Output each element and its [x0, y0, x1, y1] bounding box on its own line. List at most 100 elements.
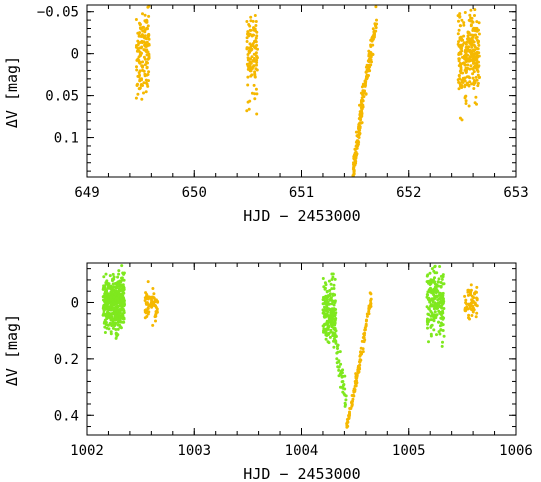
data-point: [429, 314, 433, 318]
data-point: [141, 12, 144, 16]
data-point: [109, 332, 113, 336]
data-point: [110, 324, 114, 328]
data-point: [462, 78, 466, 82]
data-point: [475, 311, 479, 315]
data-point: [337, 359, 341, 363]
data-point: [337, 374, 341, 378]
data-point: [114, 328, 118, 331]
data-point: [112, 275, 116, 279]
data-point: [249, 15, 253, 19]
data-point: [359, 118, 363, 122]
data-point: [432, 297, 436, 301]
data-point: [143, 13, 147, 17]
data-point: [473, 101, 477, 105]
data-point: [138, 23, 142, 27]
data-point: [106, 306, 110, 310]
data-point: [245, 46, 249, 50]
data-point: [339, 369, 343, 373]
data-point: [345, 422, 349, 426]
light-curve-panel-top: 649 650 651 652 653 −0.05 0 0.05 0.1 HJD − 24530…: [3, 4, 529, 225]
data-point: [467, 83, 471, 87]
data-point: [103, 320, 107, 324]
data-point: [252, 64, 256, 68]
data-point: [112, 301, 116, 305]
data-point: [114, 321, 118, 325]
data-point: [332, 317, 336, 321]
x-axis-title-top: HJD − 2453000: [243, 207, 360, 225]
data-point: [343, 387, 347, 391]
data-point: [105, 315, 109, 319]
data-point: [246, 75, 250, 79]
data-point: [461, 38, 465, 42]
data-point: [135, 65, 138, 69]
data-point: [145, 315, 149, 318]
data-point: [468, 305, 472, 309]
data-point: [428, 300, 432, 304]
data-point: [252, 83, 256, 87]
data-point: [329, 282, 333, 286]
data-point: [463, 307, 467, 311]
x-tick-label: 1002: [70, 443, 104, 459]
data-point: [251, 19, 255, 23]
data-point: [116, 280, 120, 284]
data-point: [116, 301, 120, 304]
data-point: [252, 26, 256, 30]
y-tick-label: 0: [71, 295, 79, 311]
data-point: [430, 311, 434, 315]
data-point: [337, 368, 341, 372]
data-point: [475, 296, 478, 300]
data-point: [462, 23, 466, 27]
data-point: [475, 20, 479, 24]
data-point: [341, 383, 345, 387]
data-point: [254, 54, 258, 58]
data-point: [108, 274, 112, 278]
data-point: [140, 77, 143, 81]
data-point: [464, 42, 468, 46]
data-point: [469, 301, 473, 305]
data-point: [433, 265, 437, 269]
data-point: [332, 287, 336, 290]
data-point: [143, 72, 147, 76]
data-point: [248, 69, 252, 73]
data-point: [250, 73, 254, 77]
data-point: [111, 272, 115, 276]
data-point: [469, 39, 473, 43]
data-point: [357, 122, 361, 126]
data-point: [429, 304, 432, 308]
data-point: [122, 304, 126, 308]
data-point: [375, 22, 379, 26]
data-point: [136, 43, 140, 47]
data-point: [116, 283, 120, 287]
data-point: [354, 130, 358, 134]
data-point: [472, 296, 476, 300]
data-point: [353, 154, 356, 158]
data-point: [363, 84, 367, 88]
data-point: [365, 77, 369, 81]
data-point: [437, 309, 441, 313]
data-point: [335, 351, 339, 355]
data-point: [120, 298, 124, 302]
data-point: [144, 20, 148, 24]
data-point: [144, 78, 148, 82]
y-tick-label: 0: [71, 47, 79, 63]
data-point: [472, 81, 476, 84]
data-point: [332, 303, 336, 307]
data-point: [109, 291, 112, 295]
data-point: [339, 362, 343, 366]
data-point: [367, 67, 371, 71]
data-point: [323, 308, 327, 312]
data-point: [144, 309, 147, 313]
data-point: [253, 39, 257, 43]
data-point: [457, 19, 460, 23]
data-point: [120, 316, 124, 320]
data-point: [469, 23, 473, 27]
data-point: [356, 135, 360, 139]
data-point: [134, 18, 138, 21]
data-point: [254, 20, 258, 23]
data-point: [138, 79, 142, 83]
x-tick-label: 1005: [392, 443, 426, 459]
data-point: [372, 30, 376, 34]
data-point: [370, 39, 374, 43]
data-point: [463, 83, 467, 87]
data-point: [152, 292, 156, 296]
